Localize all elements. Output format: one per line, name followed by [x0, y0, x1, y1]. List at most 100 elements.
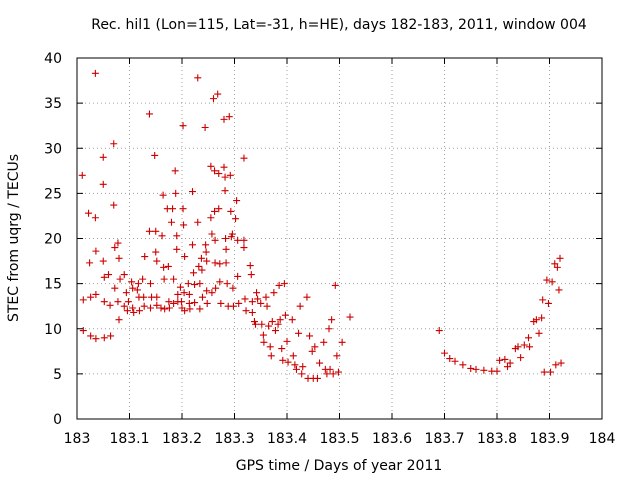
data-point	[115, 316, 123, 324]
data-point	[274, 320, 282, 328]
data-point	[278, 345, 286, 353]
data-point	[190, 269, 198, 277]
data-point	[196, 280, 204, 288]
y-tick-label: 30	[44, 141, 62, 157]
y-tick-label: 25	[44, 186, 62, 202]
data-point	[170, 299, 178, 307]
data-point	[514, 343, 522, 351]
data-point	[547, 368, 555, 376]
data-point	[184, 280, 192, 288]
data-point	[334, 368, 342, 376]
data-point	[203, 299, 211, 307]
data-point	[129, 304, 137, 312]
data-point	[130, 309, 138, 317]
data-point	[99, 153, 107, 161]
data-point	[234, 236, 242, 244]
data-point	[308, 347, 316, 355]
x-tick-label: 183.3	[214, 431, 254, 447]
data-point	[441, 349, 448, 357]
data-point	[128, 278, 136, 286]
data-points	[78, 69, 565, 382]
data-point	[185, 290, 193, 298]
y-tick-label: 0	[53, 412, 62, 428]
data-point	[216, 278, 224, 286]
data-point	[299, 363, 307, 371]
data-point	[197, 254, 205, 262]
data-point	[196, 305, 204, 313]
data-point	[275, 281, 283, 289]
data-point	[179, 205, 187, 213]
data-point	[212, 284, 220, 292]
data-point	[202, 248, 210, 256]
y-axis-label: STEC from uqrg / TECUs	[6, 154, 22, 322]
data-point	[153, 293, 161, 301]
data-point	[548, 278, 556, 286]
data-point	[140, 293, 148, 301]
data-point	[292, 365, 300, 373]
data-point	[100, 273, 108, 281]
data-point	[228, 230, 236, 238]
data-point	[181, 253, 189, 261]
data-point	[111, 284, 119, 292]
data-point	[306, 332, 314, 340]
data-point	[235, 299, 243, 307]
data-point	[202, 241, 210, 249]
data-point	[174, 290, 182, 298]
data-point	[333, 352, 341, 360]
data-point	[135, 307, 143, 315]
data-point	[233, 197, 241, 205]
data-point	[241, 295, 249, 303]
data-point	[198, 266, 206, 274]
data-point	[179, 122, 187, 130]
data-point	[248, 298, 256, 306]
data-point	[210, 95, 217, 103]
x-tick-label: 183.5	[319, 431, 359, 447]
data-point	[194, 218, 202, 226]
data-point	[123, 307, 131, 315]
data-point	[538, 314, 546, 322]
data-point	[289, 352, 297, 360]
data-point	[110, 140, 118, 148]
data-point	[271, 327, 279, 335]
data-point	[246, 262, 254, 270]
data-point	[254, 295, 262, 303]
x-tick-label: 183.9	[529, 431, 569, 447]
data-point	[222, 235, 230, 242]
data-point	[91, 214, 99, 222]
data-point	[535, 329, 543, 337]
data-point	[100, 298, 108, 306]
data-point	[147, 304, 154, 312]
grid-lines	[77, 58, 602, 419]
data-point	[172, 189, 180, 197]
data-point	[240, 236, 248, 244]
data-point	[114, 239, 122, 247]
data-point	[145, 227, 153, 235]
data-point	[551, 260, 559, 268]
data-point	[313, 374, 321, 382]
data-point	[234, 272, 242, 280]
x-tick-label: 183	[64, 431, 91, 447]
data-point	[215, 205, 223, 213]
data-point	[496, 356, 504, 364]
data-point	[288, 316, 296, 324]
data-point	[262, 293, 270, 301]
data-point	[99, 180, 107, 188]
data-point	[176, 283, 184, 291]
x-tick-label: 183.6	[372, 431, 412, 447]
data-point	[194, 74, 202, 82]
data-point	[186, 305, 194, 313]
data-point	[152, 227, 160, 235]
data-point	[284, 358, 292, 366]
data-point	[110, 201, 118, 209]
axis-ticks	[76, 57, 603, 420]
data-point	[92, 247, 100, 255]
data-point	[180, 221, 188, 229]
data-point	[544, 299, 552, 307]
data-point	[223, 280, 231, 288]
data-point	[220, 163, 228, 171]
data-point	[217, 299, 225, 307]
data-point	[216, 260, 224, 268]
data-point	[325, 325, 333, 333]
data-point	[171, 167, 179, 175]
data-point	[323, 370, 331, 378]
